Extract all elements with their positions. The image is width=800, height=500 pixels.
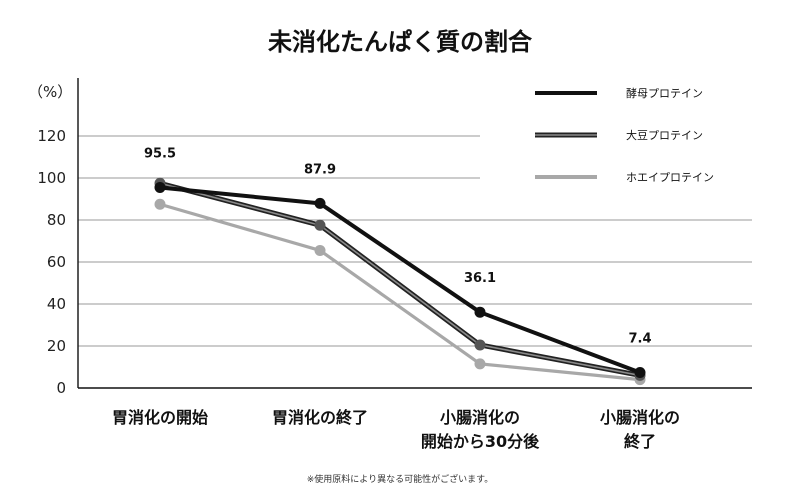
series-line-whey <box>159 202 641 382</box>
data-point <box>314 197 326 209</box>
data-point <box>474 306 486 318</box>
y-axis-unit-label: （%） <box>28 83 72 101</box>
y-tick-label: 60 <box>47 253 66 271</box>
data-label: 95.5 <box>144 146 176 161</box>
data-label: 7.4 <box>628 331 651 346</box>
x-category-label: 胃消化の開始 <box>112 408 208 427</box>
y-tick-label: 20 <box>47 337 66 355</box>
data-point <box>634 366 646 378</box>
y-tick-labels: 0 20 40 60 80 100 120 <box>37 127 66 397</box>
data-point <box>154 181 166 193</box>
data-point <box>474 339 486 351</box>
data-point <box>314 219 326 231</box>
y-tick-label: 40 <box>47 295 66 313</box>
y-tick-label: 0 <box>56 379 66 397</box>
data-point <box>314 244 326 256</box>
series-line-yeast <box>159 185 641 375</box>
data-label: 87.9 <box>304 162 336 177</box>
footnote: ※使用原料により異なる可能性がございます。 <box>307 473 493 485</box>
data-label: 36.1 <box>464 271 496 286</box>
data-point <box>474 358 486 370</box>
y-tick-label: 120 <box>37 127 66 145</box>
chart-title: 未消化たんぱく質の割合 <box>268 28 533 56</box>
axes <box>77 78 752 389</box>
legend-label: ホエイプロテイン <box>626 171 714 184</box>
y-tick-label: 100 <box>37 169 66 187</box>
x-category-label: 開始から30分後 <box>421 432 540 451</box>
x-category-label: 小腸消化の <box>440 408 520 427</box>
legend-label: 大豆プロテイン <box>626 128 703 142</box>
series-line-soy <box>159 182 641 377</box>
data-point <box>154 198 166 210</box>
grid <box>78 135 752 347</box>
x-category-label: 終了 <box>624 432 656 451</box>
series-lines <box>154 177 646 386</box>
x-category-label: 小腸消化の <box>600 408 680 427</box>
x-category-label: 胃消化の終了 <box>272 408 368 427</box>
y-tick-label: 80 <box>47 211 66 229</box>
data-labels: 95.5 87.9 36.1 7.4 <box>144 146 652 346</box>
legend-label: 酵母プロテイン <box>626 87 703 100</box>
